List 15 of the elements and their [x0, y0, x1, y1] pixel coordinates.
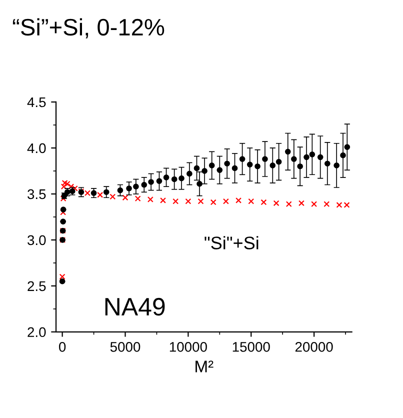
x-tick-label: 20000 — [295, 342, 333, 352]
x-tick-label: 0 — [58, 342, 66, 352]
x-tick-label: 5000 — [110, 342, 140, 352]
y-tick-label: 4.5 — [27, 97, 46, 108]
annotation: NA49 — [105, 298, 165, 316]
chart-title: “Si”+Si, 0-12% — [12, 18, 164, 38]
y-tick-label: 3.5 — [28, 189, 46, 200]
x-axis-title: M² — [196, 360, 214, 372]
y-tick-label: 4.0 — [27, 143, 46, 154]
y-tick-label: 3.0 — [28, 235, 46, 246]
y-tick-label: 2.0 — [28, 327, 46, 338]
annotation: "Si"+Si — [204, 236, 258, 250]
x-tick-label: 15000 — [232, 342, 270, 352]
y-tick-label: 2.5 — [28, 281, 46, 292]
x-tick-label: 10000 — [170, 342, 207, 352]
